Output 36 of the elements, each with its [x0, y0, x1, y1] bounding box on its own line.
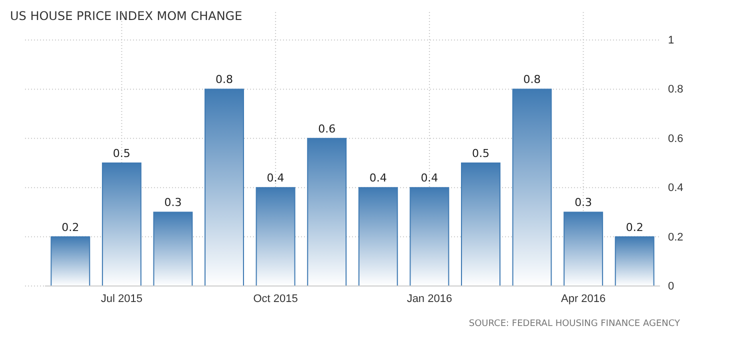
- data-label: 0.2: [62, 220, 80, 234]
- x-tick-label: Apr 2016: [560, 292, 606, 305]
- data-label: 0.4: [420, 172, 438, 185]
- bar: [564, 212, 604, 286]
- chart-title: US HOUSE PRICE INDEX MOM CHANGE: [10, 9, 242, 23]
- bar: [204, 88, 244, 286]
- bar: [460, 162, 500, 286]
- data-label: 0.6: [318, 122, 336, 136]
- data-label: 0.3: [574, 196, 592, 210]
- data-label: 0.3: [164, 196, 182, 210]
- bar: [102, 162, 142, 286]
- y-tick-label: 0.8: [668, 84, 684, 96]
- y-tick-label: 0.2: [668, 231, 684, 244]
- bar: [256, 187, 296, 286]
- data-label: 0.4: [266, 172, 284, 185]
- bar: [50, 236, 90, 286]
- y-tick-label: 0.4: [668, 182, 684, 194]
- source-note: SOURCE: FEDERAL HOUSING FINANCE AGENCY: [468, 319, 680, 329]
- x-tick-label: Oct 2015: [253, 292, 298, 305]
- y-tick-label: 0: [668, 280, 674, 293]
- data-label: 0.2: [626, 220, 644, 234]
- data-label: 0.5: [112, 147, 130, 160]
- bar: [614, 236, 654, 286]
- bar: [512, 88, 552, 286]
- bar: [153, 212, 193, 286]
- data-label: 0.5: [472, 147, 490, 160]
- y-tick-label: 0.6: [668, 132, 684, 145]
- bar: [307, 138, 347, 286]
- data-label: 0.8: [523, 73, 541, 86]
- data-label: 0.4: [369, 172, 387, 185]
- x-tick-label: Jul 2015: [100, 292, 142, 305]
- bar: [410, 187, 450, 286]
- x-tick-label: Jan 2016: [406, 292, 452, 305]
- y-tick-label: 1: [668, 34, 674, 47]
- data-label: 0.8: [216, 73, 234, 86]
- bar: [358, 187, 398, 286]
